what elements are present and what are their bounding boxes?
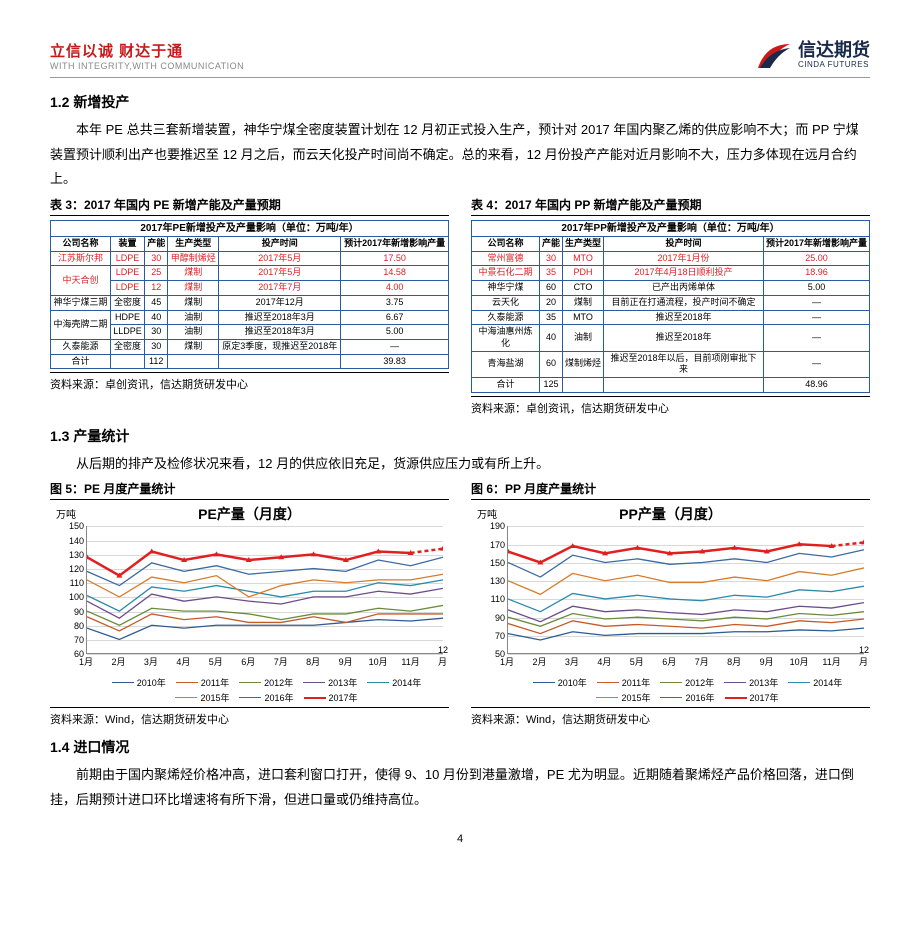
table3-caption: 表 3：2017 年国内 PE 新增产能及产量预期 <box>50 196 449 216</box>
page-number: 4 <box>50 833 870 845</box>
section-1-3-title: 1.3 产量统计 <box>50 426 870 446</box>
chart6-col: 图 6：PP 月度产量统计 PP产量（月度）万吨5070901101301501… <box>471 480 870 727</box>
logo-text-cn: 信达期货 <box>798 41 870 61</box>
chart6-caption: 图 6：PP 月度产量统计 <box>471 480 870 500</box>
chart5-source: 资料来源：Wind，信达期货研发中心 <box>50 707 449 727</box>
table4-source: 资料来源：卓创资讯，信达期货研发中心 <box>471 396 870 416</box>
header-slogan-block: 立信以诚 财达于通 WITH INTEGRITY,WITH COMMUNICAT… <box>50 40 244 71</box>
chart5-caption: 图 5：PE 月度产量统计 <box>50 480 449 500</box>
section-1-4-title: 1.4 进口情况 <box>50 737 870 757</box>
table3: 2017年PE新增投产及产量影响（单位：万吨/年）公司名称装置产能生产类型投产时… <box>50 220 449 369</box>
table4: 2017年PP新增投产及产量影响（单位：万吨/年）公司名称产能生产类型投产时间预… <box>471 220 870 393</box>
chart5-col: 图 5：PE 月度产量统计 PE产量（月度）万吨6070809010011012… <box>50 480 449 727</box>
section-1-3-body: 从后期的排产及检修状况来看，12 月的供应依旧充足，货源供应压力或有所上升。 <box>50 452 870 477</box>
table3-source: 资料来源：卓创资讯，信达期货研发中心 <box>50 372 449 392</box>
table3-col: 表 3：2017 年国内 PE 新增产能及产量预期 2017年PE新增投产及产量… <box>50 196 449 416</box>
chart5: PE产量（月度）万吨607080901001101201301401501月2月… <box>50 504 449 704</box>
section-1-2-title: 1.2 新增投产 <box>50 92 870 112</box>
tables-row: 表 3：2017 年国内 PE 新增产能及产量预期 2017年PE新增投产及产量… <box>50 196 870 416</box>
section-1-4-body: 前期由于国内聚烯烃价格冲高，进口套利窗口打开，使得 9、10 月份到港量激增，P… <box>50 763 870 812</box>
charts-row: 图 5：PE 月度产量统计 PE产量（月度）万吨6070809010011012… <box>50 480 870 727</box>
chart6-source: 资料来源：Wind，信达期货研发中心 <box>471 707 870 727</box>
slogan-cn: 立信以诚 财达于通 <box>50 40 244 61</box>
table4-col: 表 4：2017 年国内 PP 新增产能及产量预期 2017年PP新增投产及产量… <box>471 196 870 416</box>
chart6: PP产量（月度）万吨5070901101301501701901月2月3月4月5… <box>471 504 870 704</box>
section-1-2-body: 本年 PE 总共三套新增装置，神华宁煤全密度装置计划在 12 月初正式投入生产，… <box>50 118 870 192</box>
table4-caption: 表 4：2017 年国内 PP 新增产能及产量预期 <box>471 196 870 216</box>
page-header: 立信以诚 财达于通 WITH INTEGRITY,WITH COMMUNICAT… <box>50 40 870 78</box>
logo: 信达期货 CINDA FUTURES <box>756 41 870 70</box>
logo-mark-icon <box>756 42 792 70</box>
slogan-en: WITH INTEGRITY,WITH COMMUNICATION <box>50 61 244 71</box>
logo-text-en: CINDA FUTURES <box>798 61 870 70</box>
